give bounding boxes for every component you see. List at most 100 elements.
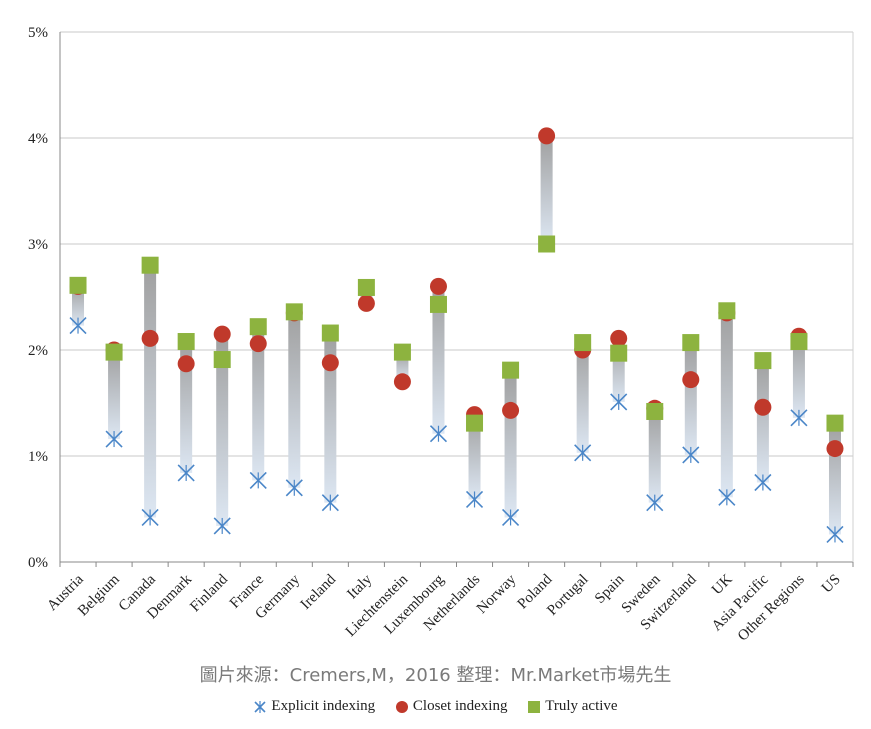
range-bar: [576, 342, 589, 453]
y-tick-label: 0%: [28, 555, 48, 571]
explicit-indexing-point: [213, 517, 231, 535]
truly-active-point: [502, 361, 520, 379]
explicit-indexing-point: [141, 508, 159, 527]
truly-active-point: [429, 295, 447, 313]
closet-indexing-point: [538, 127, 556, 145]
closet-indexing-point: [393, 373, 411, 391]
explicit-indexing-point: [646, 494, 664, 512]
range-bar: [180, 341, 193, 473]
explicit-indexing-point: [574, 444, 592, 462]
explicit-indexing-point: [754, 473, 772, 492]
truly-active-point: [141, 256, 159, 274]
range-bar: [792, 336, 805, 418]
closet-indexing-point: [682, 371, 700, 389]
truly-active-point: [682, 334, 700, 352]
x-category-label: Portugal: [544, 572, 591, 619]
range-bar: [828, 423, 841, 535]
range-bar: [72, 285, 85, 326]
truly-active-point: [826, 414, 844, 432]
explicit-indexing-point: [249, 471, 267, 489]
range-bar: [648, 408, 661, 503]
range-bar: [216, 334, 229, 526]
axes: [59, 32, 854, 567]
closet-indexing-point: [429, 277, 447, 295]
closet-indexing-point: [754, 398, 772, 416]
truly-active-point: [790, 333, 808, 351]
data-points: [69, 127, 844, 544]
legend-item-active: Truly active: [527, 698, 618, 715]
range-bar: [684, 342, 697, 455]
y-tick-label: 1%: [28, 449, 48, 465]
y-tick-label: 5%: [28, 25, 48, 41]
explicit-indexing-point: [105, 430, 123, 448]
legend-item-closet: Closet indexing: [395, 698, 508, 715]
explicit-indexing-point: [826, 525, 844, 544]
legend-label-explicit: Explicit indexing: [271, 698, 376, 714]
truly-active-point: [754, 352, 772, 370]
range-bar: [144, 265, 157, 518]
x-category-label: US: [819, 572, 844, 597]
range-bar: [540, 135, 553, 244]
truly-active-point: [321, 324, 339, 342]
explicit-indexing-point: [321, 494, 339, 512]
explicit-indexing-point: [790, 409, 808, 427]
truly-active-point: [646, 402, 664, 420]
closet-indexing-point: [177, 355, 195, 373]
truly-active-point: [393, 343, 411, 361]
range-bar: [720, 310, 733, 498]
truly-active-point: [718, 302, 736, 320]
explicit-indexing-point: [69, 317, 87, 335]
truly-active-point: [177, 333, 195, 351]
explicit-indexing-point: [718, 488, 736, 506]
x-category-label: Italy: [344, 571, 375, 602]
closet-indexing-point: [502, 401, 520, 419]
explicit-indexing-point: [177, 464, 195, 482]
square-marker-icon: [528, 700, 541, 713]
truly-active-point: [105, 343, 123, 361]
range-bar: [324, 333, 337, 503]
truly-active-point: [69, 276, 87, 294]
closet-indexing-point: [826, 440, 844, 458]
explicit-indexing-point: [682, 446, 700, 464]
legend-item-explicit: Explicit indexing: [253, 698, 375, 715]
range-bar: [108, 350, 121, 440]
truly-active-point: [466, 414, 484, 432]
y-tick-label: 3%: [28, 237, 48, 253]
closet-indexing-point: [213, 325, 231, 343]
truly-active-point: [213, 351, 231, 369]
x-category-label: Norway: [474, 571, 520, 617]
closet-indexing-point: [321, 354, 339, 372]
explicit-indexing-point: [610, 393, 628, 411]
x-category-label: UK: [709, 571, 736, 598]
truly-active-point: [249, 318, 267, 336]
closet-indexing-point: [249, 335, 267, 353]
x-category-label: Finland: [187, 571, 231, 615]
explicit-indexing-point: [429, 425, 448, 443]
legend-label-active: Truly active: [545, 698, 618, 714]
explicit-indexing-point: [502, 508, 520, 527]
range-bar: [432, 286, 445, 434]
y-tick-label: 4%: [28, 131, 48, 147]
source-caption: 圖片來源：Cremers,M，2016 整理：Mr.Market市場先生: [199, 665, 672, 686]
grid-lines: [60, 31, 853, 457]
explicit-indexing-point: [285, 479, 303, 497]
x-marker-icon: [254, 700, 266, 713]
closet-indexing-point: [610, 329, 628, 347]
y-tick-label: 2%: [28, 343, 48, 359]
truly-active-point: [610, 344, 628, 362]
closet-indexing-point: [141, 329, 159, 347]
explicit-indexing-point: [465, 490, 484, 509]
range-bar: [468, 414, 481, 500]
legend: Explicit indexing Closet indexing Truly …: [0, 698, 871, 719]
range-bar: [756, 360, 769, 483]
range-bar: [288, 311, 301, 488]
truly-active-point: [574, 334, 592, 352]
truly-active-point: [357, 278, 375, 296]
legend-label-closet: Closet indexing: [412, 698, 508, 714]
truly-active-point: [285, 303, 303, 321]
truly-active-point: [538, 235, 556, 253]
circle-marker-icon: [395, 700, 408, 713]
closet-indexing-point: [357, 294, 375, 312]
range-bar: [504, 370, 517, 518]
